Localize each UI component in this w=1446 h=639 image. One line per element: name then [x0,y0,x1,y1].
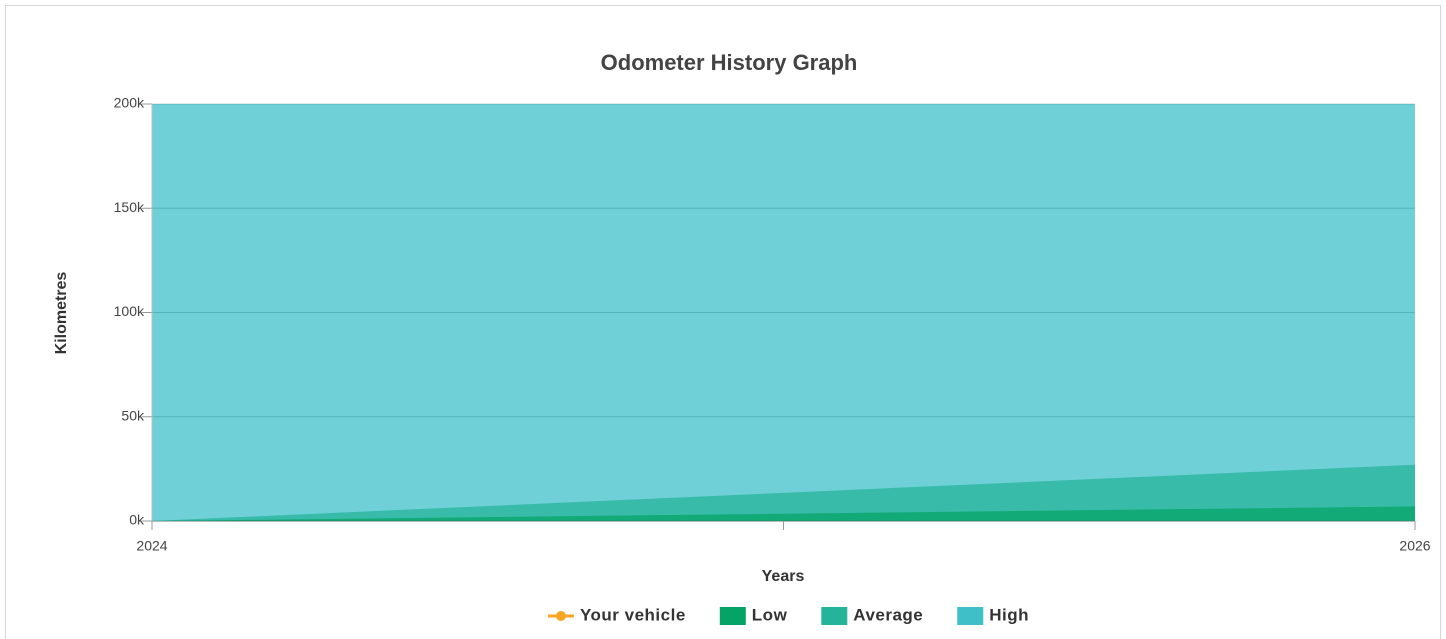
legend-swatch [719,607,746,625]
legend-swatch [957,607,984,625]
legend-item: Your vehicle [547,605,686,624]
legend-marker [555,611,566,621]
legend-item: High [957,605,1029,625]
y-axis-title: Kilometres [53,272,70,355]
y-tick-label: 200k [114,95,145,111]
x-axis-title: Years [762,568,805,585]
area [152,464,1415,521]
axes: 0k 50k 100k 150k 200k 2024 2026 [114,95,1431,554]
x-tick-label: 2026 [1399,538,1430,554]
y-tick-label: 0k [129,512,145,528]
legend-label: Your vehicle [580,605,686,624]
chart-title: Odometer History Graph [601,50,858,75]
legend-swatch [821,607,848,625]
plot-area [152,104,1415,521]
y-tick-label: 100k [114,303,145,319]
legend-label: High [989,605,1029,624]
legend: Your vehicle Low Average High [547,605,1029,625]
area [152,104,1415,521]
legend-item: Average [821,605,923,625]
legend-item: Low [719,605,788,625]
y-tick-label: 150k [114,199,145,215]
legend-label: Low [752,605,788,624]
y-tick-label: 50k [121,407,145,423]
x-tick-label: 2024 [136,538,167,554]
legend-label: Average [853,605,923,624]
area [152,506,1415,521]
